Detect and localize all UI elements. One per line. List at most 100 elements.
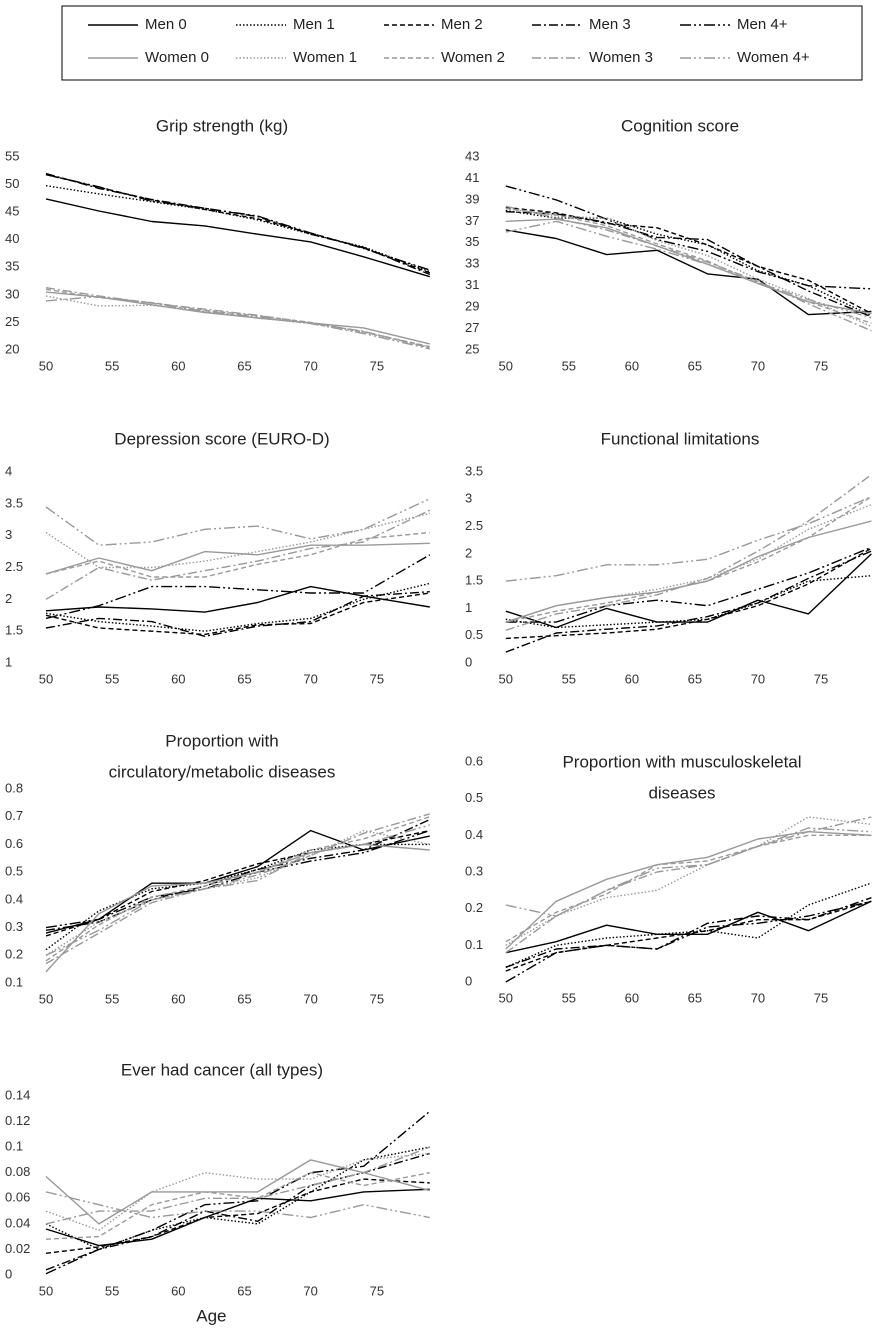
series-line: [505, 816, 872, 946]
series-line: [505, 229, 872, 316]
x-tick-label: 75: [814, 671, 828, 686]
y-tick-label: 0.1: [5, 1139, 23, 1154]
chart-title: diseases: [648, 783, 715, 802]
x-tick-label: 50: [39, 671, 53, 686]
series-line: [45, 531, 430, 578]
legend-label: Men 0: [145, 16, 187, 33]
x-tick-label: 60: [171, 1283, 185, 1298]
series-line: [505, 882, 872, 968]
legend-label: Men 3: [589, 16, 631, 33]
x-tick-label: 50: [39, 358, 53, 373]
chart-title: Grip strength (kg): [156, 116, 288, 135]
chart-title: circulatory/metabolic diseases: [109, 762, 336, 781]
series-line: [505, 546, 872, 623]
y-tick-label: 3: [5, 527, 12, 542]
x-tick-label: 65: [688, 990, 702, 1005]
y-tick-label: 0.1: [465, 937, 483, 952]
x-tick-label: 70: [303, 991, 317, 1006]
y-tick-label: 3.5: [5, 495, 23, 510]
x-tick-label: 70: [751, 990, 765, 1005]
series-line: [45, 813, 430, 965]
legend-label: Women 1: [293, 49, 357, 66]
x-tick-label: 55: [105, 1283, 119, 1298]
series-line: [45, 295, 430, 348]
series-line: [505, 897, 872, 968]
y-tick-label: 0.12: [5, 1113, 30, 1128]
y-tick-label: 4: [5, 463, 12, 478]
x-tick-label: 60: [171, 991, 185, 1006]
y-tick-label: 30: [5, 286, 19, 301]
x-tick-label: 75: [370, 671, 384, 686]
series-line: [45, 198, 431, 278]
y-tick-label: 1: [5, 654, 12, 669]
x-tick-label: 60: [625, 358, 639, 373]
y-tick-label: 0.6: [5, 836, 23, 851]
x-tick-label: 65: [688, 671, 702, 686]
y-tick-label: 0.8: [5, 780, 23, 795]
y-tick-label: 40: [5, 231, 19, 246]
legend-label: Women 2: [441, 49, 505, 66]
y-tick-label: 0.06: [5, 1190, 30, 1205]
series-line: [45, 829, 430, 934]
y-tick-label: 0.7: [5, 808, 23, 823]
x-tick-label: 75: [370, 1283, 384, 1298]
y-tick-label: 3.5: [465, 463, 483, 478]
y-tick-label: 50: [5, 176, 19, 191]
x-tick-label: 60: [171, 671, 185, 686]
y-tick-label: 1.5: [465, 573, 483, 588]
x-tick-label: 70: [751, 358, 765, 373]
legend-label: Women 4+: [737, 49, 810, 66]
y-tick-label: 0.02: [5, 1241, 30, 1256]
legend-label: Women 3: [589, 49, 653, 66]
series-line: [505, 816, 872, 954]
series-line: [45, 843, 430, 973]
x-tick-label: 75: [814, 358, 828, 373]
series-line: [45, 1146, 431, 1225]
y-tick-label: 0.14: [5, 1087, 30, 1102]
series-line: [45, 287, 430, 349]
x-tick-label: 55: [105, 991, 119, 1006]
x-tick-label: 70: [303, 671, 317, 686]
y-tick-label: 0.2: [465, 900, 483, 915]
x-tick-label: 70: [751, 671, 765, 686]
y-tick-label: 0.4: [465, 827, 483, 842]
y-tick-label: 0.08: [5, 1164, 30, 1179]
y-tick-label: 3: [465, 491, 472, 506]
series-line: [505, 185, 872, 290]
series-line: [45, 592, 430, 636]
x-tick-label: 55: [105, 358, 119, 373]
series-line: [505, 900, 872, 954]
chart-title: Functional limitations: [601, 429, 760, 448]
series-line: [505, 211, 872, 318]
y-tick-label: 0.3: [5, 919, 23, 934]
y-tick-label: 0.5: [465, 627, 483, 642]
legend-label: Women 0: [145, 49, 209, 66]
x-tick-label: 55: [562, 671, 576, 686]
series-line: [45, 1172, 430, 1240]
x-tick-label: 75: [814, 990, 828, 1005]
y-tick-label: 0.6: [465, 753, 483, 768]
y-tick-label: 39: [465, 191, 479, 206]
y-tick-label: 25: [5, 314, 19, 329]
x-tick-label: 60: [625, 671, 639, 686]
y-tick-label: 0.2: [5, 947, 23, 962]
x-tick-label: 50: [39, 1283, 53, 1298]
x-tick-label: 50: [499, 990, 513, 1005]
y-tick-label: 0: [465, 973, 472, 988]
x-tick-label: 55: [562, 990, 576, 1005]
series-line: [45, 295, 430, 350]
series-line: [505, 220, 872, 319]
y-tick-label: 0: [5, 1266, 12, 1281]
series-line: [45, 1152, 430, 1231]
y-tick-label: 1: [465, 600, 472, 615]
series-line: [505, 834, 872, 943]
y-tick-label: 2: [5, 591, 12, 606]
series-line: [505, 496, 872, 623]
series-line: [45, 172, 431, 276]
chart-title: Proportion with musculoskeletal: [562, 752, 801, 771]
y-tick-label: 0.1: [5, 974, 23, 989]
y-tick-label: 45: [5, 204, 19, 219]
chart-title: Depression score (EURO-D): [114, 429, 329, 448]
y-tick-label: 31: [465, 277, 479, 292]
